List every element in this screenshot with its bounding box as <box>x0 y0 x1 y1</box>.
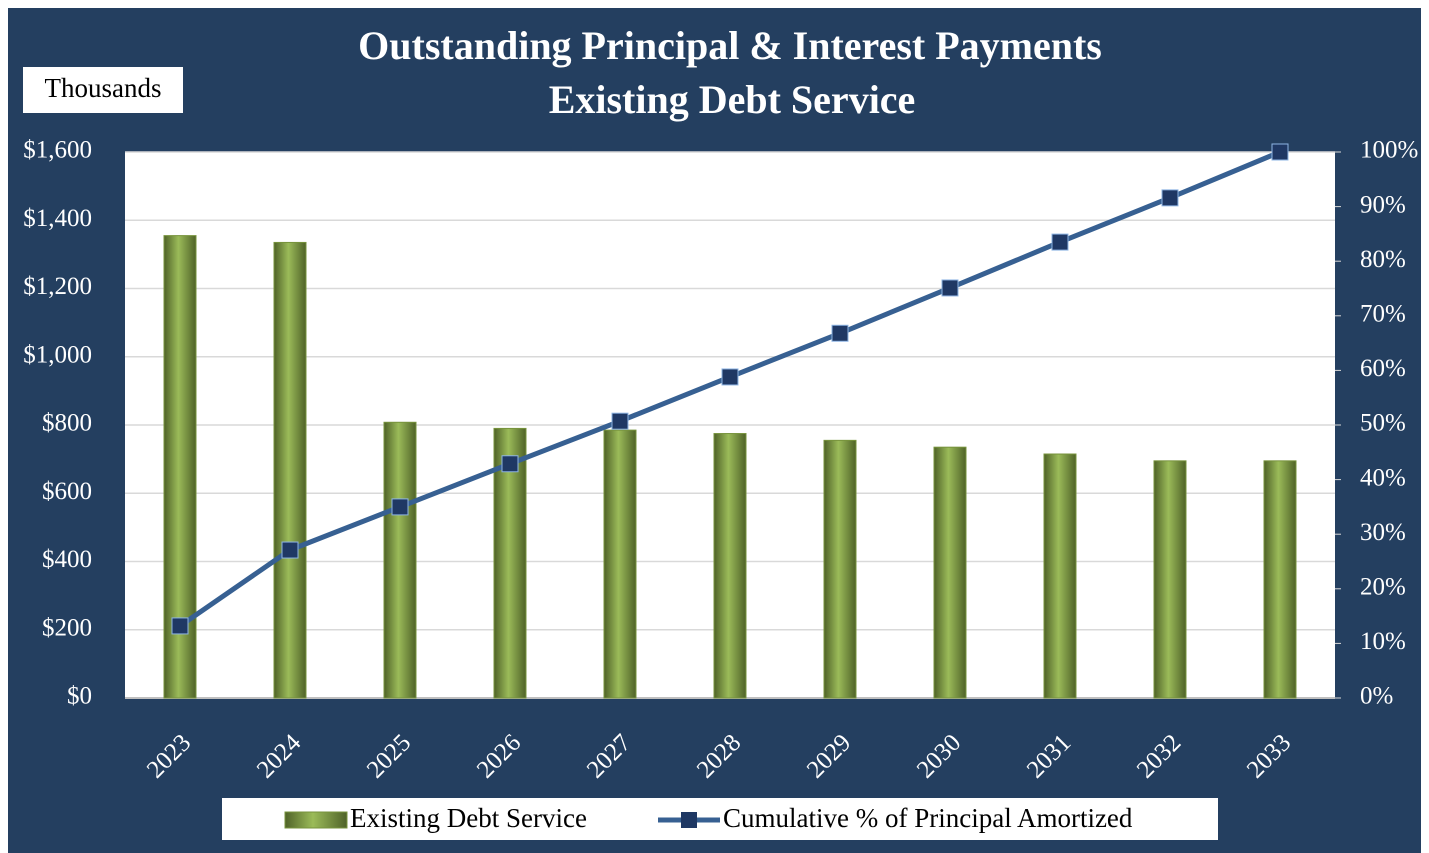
marker <box>1271 143 1289 161</box>
y-tick-label: $400 <box>42 546 92 573</box>
bar <box>823 439 857 699</box>
y-tick-label: $800 <box>42 410 92 437</box>
y2-tick-label: 0% <box>1360 683 1393 710</box>
bar <box>1043 453 1077 699</box>
y2-tick-label: 20% <box>1360 574 1406 601</box>
y2-tick-label: 70% <box>1360 301 1406 328</box>
legend-swatch <box>284 811 348 829</box>
annotation-box <box>23 67 183 113</box>
marker <box>1051 233 1069 251</box>
y2-tick-label: 50% <box>1360 410 1406 437</box>
bar <box>603 429 637 699</box>
y-tick-label: $0 <box>67 683 92 710</box>
chart-subtitle: Existing Debt Service <box>549 77 916 122</box>
marker <box>721 368 739 386</box>
y2-tick-label: 90% <box>1360 191 1406 218</box>
marker <box>831 324 849 342</box>
y-tick-label: $200 <box>42 614 92 641</box>
y-tick-label: $1,400 <box>23 205 92 232</box>
y-tick-label: $1,000 <box>23 341 92 368</box>
y2-tick-label: 30% <box>1360 519 1406 546</box>
legend-label: Existing Debt Service <box>350 803 587 833</box>
marker <box>281 541 299 559</box>
legend-label: Cumulative % of Principal Amortized <box>723 803 1133 833</box>
y2-tick-label: 10% <box>1360 628 1406 655</box>
y2-tick-label: 60% <box>1360 355 1406 382</box>
bar <box>933 446 967 699</box>
bar <box>273 241 307 699</box>
bar <box>1263 460 1297 699</box>
marker <box>1161 189 1179 207</box>
y2-tick-label: 100% <box>1360 137 1418 164</box>
bar <box>713 433 747 699</box>
y-tick-label: $600 <box>42 478 92 505</box>
y-tick-label: $1,200 <box>23 273 92 300</box>
marker <box>611 412 629 430</box>
y-tick-label: $1,600 <box>23 137 92 164</box>
annotation: Thousands <box>45 73 162 103</box>
chart-title: Outstanding Principal & Interest Payment… <box>358 23 1102 68</box>
bar <box>383 421 417 699</box>
bar <box>493 427 527 699</box>
marker <box>501 455 519 473</box>
y2-tick-label: 80% <box>1360 246 1406 273</box>
legend-marker <box>681 812 697 828</box>
y2-tick-label: 40% <box>1360 464 1406 491</box>
marker <box>171 617 189 635</box>
bar <box>1153 460 1187 699</box>
marker <box>941 279 959 297</box>
marker <box>391 498 409 516</box>
